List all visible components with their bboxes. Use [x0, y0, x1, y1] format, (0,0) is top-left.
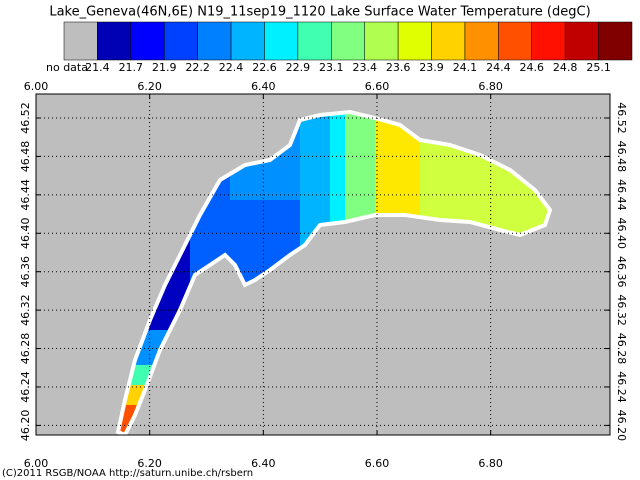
y-tick-label-right: 46.32: [615, 294, 628, 326]
x-tick-label-bottom: 6.20: [137, 457, 162, 470]
x-tick-label-top: 6.80: [478, 80, 503, 93]
y-tick-label-right: 46.28: [615, 333, 628, 365]
colorbar-label: 23.1: [319, 61, 344, 74]
y-tick-label-left: 46.32: [19, 294, 32, 326]
y-tick-label-right: 46.52: [615, 102, 628, 134]
x-tick-label-bottom: 6.40: [251, 457, 276, 470]
colorbar-label: 24.6: [520, 61, 545, 74]
colorbar-label: 23.9: [419, 61, 444, 74]
y-tick-label-left: 46.48: [19, 141, 32, 173]
x-tick-label-bottom: 6.00: [24, 457, 49, 470]
y-tick-label-right: 46.20: [615, 410, 628, 442]
y-tick-label-left: 46.44: [19, 179, 32, 211]
x-tick-label-bottom: 6.60: [365, 457, 390, 470]
color-swatch: [598, 21, 633, 61]
y-tick-label-right: 46.48: [615, 141, 628, 173]
y-tick-label-right: 46.36: [615, 256, 628, 288]
color-swatch: [397, 21, 432, 61]
colorbar-label: 22.9: [286, 61, 311, 74]
y-tick-label-right: 46.40: [615, 218, 628, 250]
color-swatch: [464, 21, 499, 61]
y-tick-label-left: 46.28: [19, 333, 32, 365]
colorbar-label: 23.4: [352, 61, 377, 74]
x-tick-label-top: 6.40: [251, 80, 276, 93]
color-swatch: [498, 21, 533, 61]
x-tick-label-top: 6.60: [365, 80, 390, 93]
y-tick-label-left: 46.24: [19, 371, 32, 403]
color-swatch: [230, 21, 265, 61]
color-swatch: [331, 21, 365, 61]
colorbar-label: 22.6: [252, 61, 277, 74]
color-swatch: [97, 21, 132, 61]
x-tick-label-top: 6.20: [137, 80, 162, 93]
colorbar-label: 21.9: [152, 61, 177, 74]
color-swatch: [564, 21, 599, 61]
map-frame: [35, 93, 611, 436]
y-tick-label-left: 46.52: [19, 102, 32, 134]
y-tick-label-left: 46.20: [19, 410, 32, 442]
color-swatch: [130, 21, 165, 61]
color-swatch: [163, 21, 198, 61]
colorbar-label: 25.1: [586, 61, 611, 74]
y-tick-label-left: 46.40: [19, 218, 32, 250]
x-tick-label-bottom: 6.80: [478, 457, 503, 470]
no-data-swatch: [63, 21, 98, 61]
title: Lake_Geneva(46N,6E) N19_11sep19_1120 Lak…: [49, 5, 590, 20]
no-data-label: no data: [46, 61, 88, 74]
y-tick-label-left: 46.36: [19, 256, 32, 288]
colorbar-label: 22.4: [219, 61, 244, 74]
colorbar-label: 21.7: [119, 61, 144, 74]
y-tick-label-right: 46.24: [615, 371, 628, 403]
color-swatch: [297, 21, 332, 61]
color-swatch: [197, 21, 232, 61]
colorbar-label: 24.1: [453, 61, 478, 74]
color-swatch: [364, 21, 399, 61]
x-tick-label-top: 6.00: [24, 80, 49, 93]
color-swatch: [431, 21, 466, 61]
credit: (C)2011 RSGB/NOAA http://saturn.unibe.ch…: [2, 468, 253, 479]
colorbar-label: 24.8: [553, 61, 578, 74]
color-swatch: [264, 21, 299, 61]
color-swatch: [531, 21, 566, 61]
colorbar-label: 23.6: [386, 61, 411, 74]
colorbar-label: 24.4: [486, 61, 511, 74]
colorbar-label: 22.2: [185, 61, 210, 74]
colorbar-label: 21.4: [85, 61, 110, 74]
y-tick-label-right: 46.44: [615, 179, 628, 211]
